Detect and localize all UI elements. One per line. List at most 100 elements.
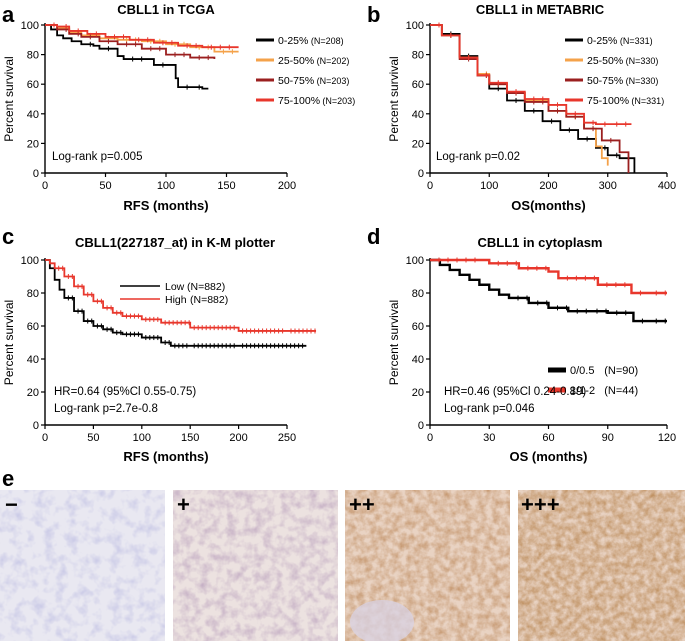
stat-annotation-2: Log-rank p=0.046 xyxy=(444,403,534,415)
chart-panel-b: 0 100 200 300 400 0 20 40 60 80 100 CBLL1 in METABR… xyxy=(387,2,676,213)
chart-title: CBLL1 in cytoplasm xyxy=(478,235,603,250)
series-line-1 xyxy=(430,24,636,173)
legend-label: Low xyxy=(165,281,185,293)
legend-label: High xyxy=(165,294,187,306)
x-tick-label: 0 xyxy=(42,432,48,444)
x-tick-label: 0 xyxy=(427,180,433,192)
y-tick-label: 0 xyxy=(33,168,39,180)
x-axis-label: OS(months) xyxy=(511,198,585,213)
series-line-1 xyxy=(45,259,307,347)
legend-count: (N=90) xyxy=(604,365,638,377)
legend-count: (N=208) xyxy=(311,36,344,46)
y-tick-label: 60 xyxy=(412,321,424,333)
legend-count: (N=330) xyxy=(626,76,659,86)
chart-panel-d: 0 30 60 90 120 0 20 40 60 80 100 CBLL1 in cytoplasm… xyxy=(387,235,676,464)
legend-count: (N=330) xyxy=(626,56,659,66)
ihc-image-negative: − xyxy=(0,490,165,641)
legend-label: 0-25% xyxy=(278,35,308,47)
stat-annotation: Log-rank p=0.005 xyxy=(52,151,142,163)
x-tick-label: 300 xyxy=(599,180,617,192)
series-line-3 xyxy=(430,24,630,173)
y-tick-label: 40 xyxy=(412,109,424,121)
y-tick-label: 40 xyxy=(27,354,39,366)
y-tick-label: 20 xyxy=(27,138,39,150)
y-tick-label: 20 xyxy=(412,138,424,150)
legend-count: (N=882) xyxy=(187,281,225,293)
chart-panel-c: 0 50 100 150 200 250 0 20 40 60 80 100 CBLL1(227187_… xyxy=(2,235,317,464)
ihc-label-strong: +++ xyxy=(521,492,560,517)
legend-label: 50-75% xyxy=(278,75,314,87)
legend-label: 0/0.5 xyxy=(570,365,594,377)
stat-annotation: HR=0.46 (95%Cl 0.24-0.89) xyxy=(444,386,586,398)
legend-label: 25-50% xyxy=(587,55,623,67)
y-tick-label: 20 xyxy=(412,387,424,399)
y-tick-label: 80 xyxy=(412,288,424,300)
chart-title: CBLL1 in METABRIC xyxy=(476,2,605,17)
x-tick-label: 50 xyxy=(99,180,111,192)
y-axis-label: Percent survival xyxy=(2,300,16,385)
y-tick-label: 100 xyxy=(21,20,39,32)
y-tick-label: 80 xyxy=(27,288,39,300)
ihc-image-moderate: ++ xyxy=(345,490,510,641)
x-tick-label: 200 xyxy=(229,432,247,444)
legend-count: (N=331) xyxy=(631,96,664,106)
x-tick-label: 0 xyxy=(42,180,48,192)
y-axis-label: Percent survival xyxy=(387,56,401,141)
series-line-4 xyxy=(430,24,632,126)
panel-letter-d: d xyxy=(367,224,380,249)
x-axis-label: RFS (months) xyxy=(123,449,208,464)
series-line-4 xyxy=(45,24,239,49)
x-tick-label: 400 xyxy=(658,180,676,192)
legend-label: 75-100% xyxy=(587,95,629,107)
panel-letter-c: c xyxy=(2,224,14,249)
series-line-1 xyxy=(430,258,667,323)
x-tick-label: 120 xyxy=(658,432,676,444)
y-tick-label: 100 xyxy=(21,255,39,267)
x-tick-label: 200 xyxy=(278,180,296,192)
legend-label: 50-75% xyxy=(587,75,623,87)
series-line-2 xyxy=(45,259,317,332)
legend-label: 1/1-2 xyxy=(570,385,595,397)
x-tick-label: 100 xyxy=(133,432,151,444)
chart-title: CBLL1 in TCGA xyxy=(117,2,215,17)
stat-annotation: Log-rank p=0.02 xyxy=(436,151,520,163)
legend-label: 25-50% xyxy=(278,55,314,67)
x-tick-label: 150 xyxy=(181,432,199,444)
x-tick-label: 60 xyxy=(542,432,554,444)
legend-count: (N=331) xyxy=(620,36,653,46)
y-tick-label: 0 xyxy=(33,420,39,432)
y-tick-label: 100 xyxy=(406,20,424,32)
legend-label: 0-25% xyxy=(587,35,617,47)
y-tick-label: 80 xyxy=(27,50,39,62)
ihc-label-negative: − xyxy=(5,492,18,517)
ihc-label-weak: + xyxy=(177,492,190,517)
legend-count: (N=44) xyxy=(604,385,638,397)
panel-letter-a: a xyxy=(2,2,15,27)
stat-annotation-2: Log-rank p=2.7e-0.8 xyxy=(54,403,158,415)
y-tick-label: 60 xyxy=(412,79,424,91)
y-tick-label: 80 xyxy=(412,50,424,62)
y-tick-label: 40 xyxy=(27,109,39,121)
stat-annotation: HR=0.64 (95%Cl 0.55-0.75) xyxy=(54,386,196,398)
y-axis-label: Percent survival xyxy=(2,56,16,141)
x-tick-label: 90 xyxy=(602,432,614,444)
y-tick-label: 0 xyxy=(418,168,424,180)
x-tick-label: 200 xyxy=(539,180,557,192)
y-tick-label: 60 xyxy=(27,79,39,91)
chart-panel-a: 0 50 100 150 200 0 20 40 60 80 100 CBLL1 in TCGA RFS… xyxy=(2,2,355,213)
y-tick-label: 40 xyxy=(412,354,424,366)
legend-count: (N=202) xyxy=(317,56,350,66)
x-axis-label: OS (months) xyxy=(510,449,588,464)
x-tick-label: 250 xyxy=(278,432,296,444)
series-line-2 xyxy=(430,258,667,295)
legend-label: 75-100% xyxy=(278,95,320,107)
x-tick-label: 0 xyxy=(427,432,433,444)
series-line-2 xyxy=(430,24,609,166)
x-tick-label: 30 xyxy=(483,432,495,444)
y-tick-label: 100 xyxy=(406,255,424,267)
y-axis-label: Percent survival xyxy=(387,300,401,385)
legend-count: (N=882) xyxy=(190,294,228,306)
y-tick-label: 60 xyxy=(27,321,39,333)
x-axis-label: RFS (months) xyxy=(123,198,208,213)
